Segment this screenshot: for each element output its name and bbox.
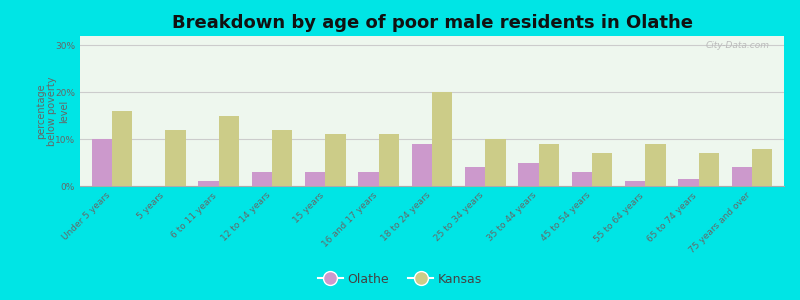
Bar xyxy=(625,181,646,186)
Bar xyxy=(572,172,592,186)
Bar xyxy=(305,172,326,186)
Bar xyxy=(412,144,432,186)
Bar xyxy=(732,167,752,186)
Text: City-Data.com: City-Data.com xyxy=(706,40,770,50)
Bar xyxy=(378,134,399,186)
Y-axis label: percentage
below poverty
level: percentage below poverty level xyxy=(36,76,69,146)
Legend: Olathe, Kansas: Olathe, Kansas xyxy=(313,268,487,291)
Bar xyxy=(678,179,698,186)
Bar xyxy=(646,144,666,186)
Bar xyxy=(432,92,452,186)
Bar xyxy=(198,181,218,186)
Bar xyxy=(518,163,538,186)
Bar xyxy=(252,172,272,186)
Bar xyxy=(752,148,772,186)
Bar xyxy=(538,144,559,186)
Bar xyxy=(166,130,186,186)
Title: Breakdown by age of poor male residents in Olathe: Breakdown by age of poor male residents … xyxy=(171,14,693,32)
Bar xyxy=(92,139,112,186)
Bar xyxy=(592,153,612,186)
Bar xyxy=(272,130,292,186)
Bar xyxy=(465,167,486,186)
Bar xyxy=(358,172,378,186)
Bar xyxy=(486,139,506,186)
Bar xyxy=(326,134,346,186)
Bar xyxy=(218,116,239,186)
Bar xyxy=(698,153,719,186)
Bar xyxy=(112,111,132,186)
